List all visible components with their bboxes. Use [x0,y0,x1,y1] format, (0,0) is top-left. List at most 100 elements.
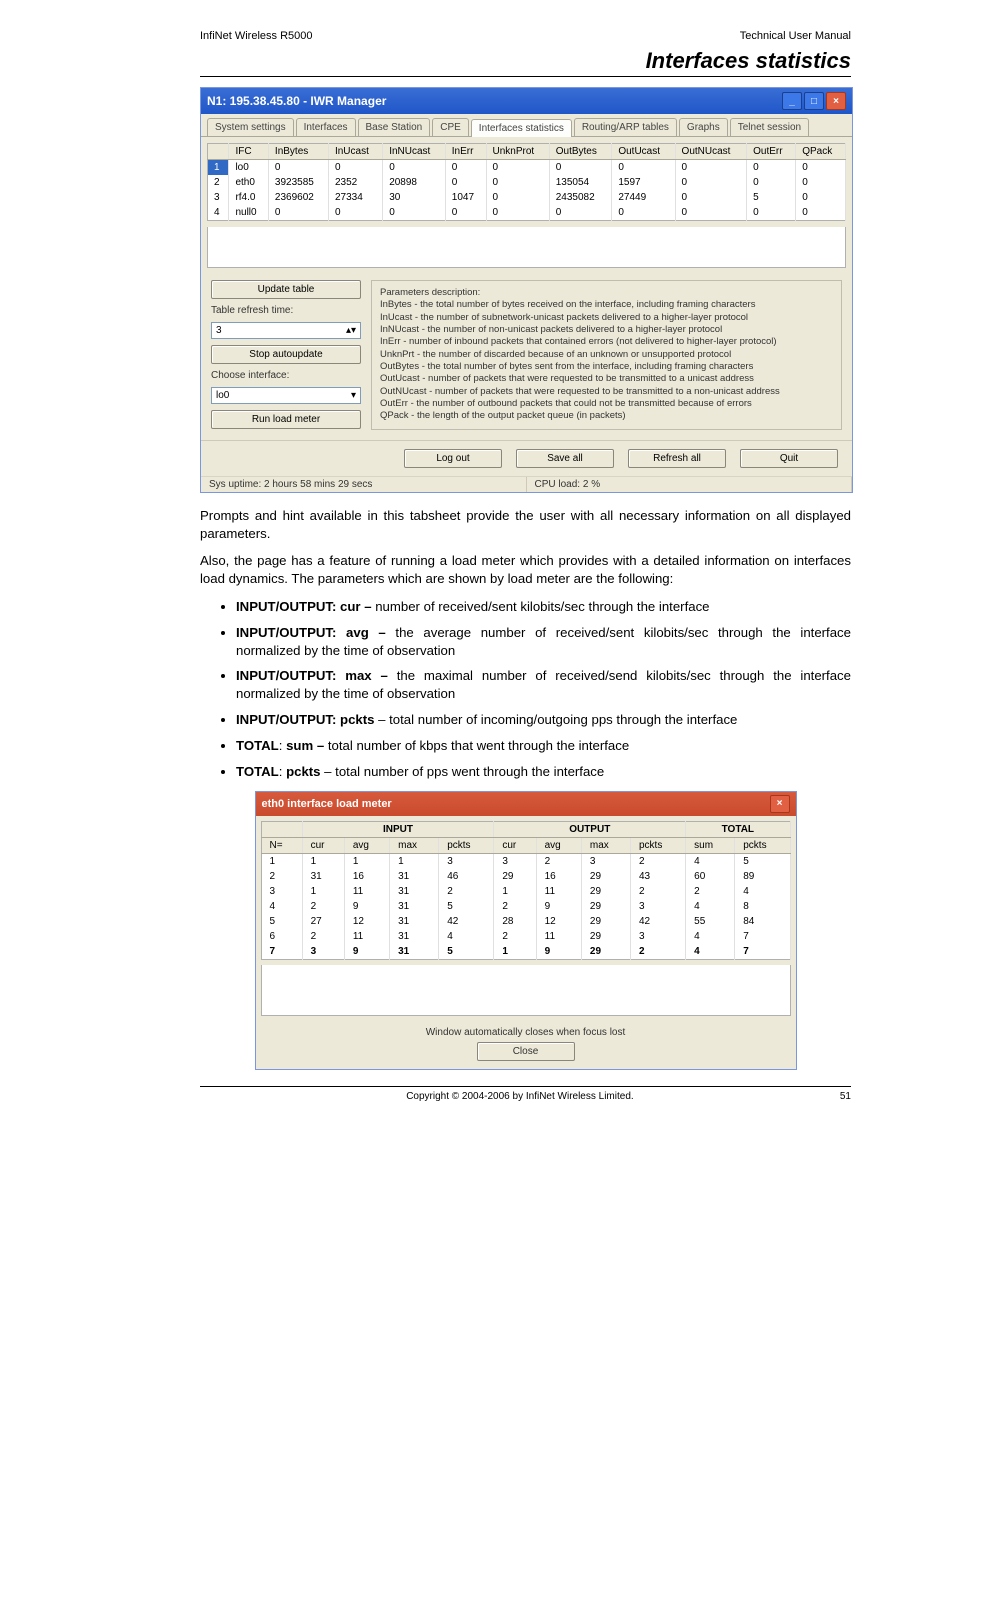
col-header: OutErr [747,144,796,160]
table-cell: 1047 [445,190,486,205]
table-cell: 29 [581,914,630,929]
table-cell: 1 [344,853,389,869]
footer-center: Copyright © 2004-2006 by InfiNet Wireles… [200,1091,840,1102]
col-header: avg [536,837,581,853]
table-cell: 60 [686,869,735,884]
saveall-button[interactable]: Save all [516,449,614,468]
table-cell: 9 [344,944,389,960]
table-cell: 28 [494,914,536,929]
quit-button[interactable]: Quit [740,449,838,468]
table-cell: 4 [686,929,735,944]
table-cell: lo0 [229,160,268,176]
lm-close-icon[interactable]: × [770,795,790,813]
close-icon[interactable]: × [826,92,846,110]
run-load-meter-button[interactable]: Run load meter [211,410,361,429]
col-header: UnknProt [486,144,549,160]
table-cell: 0 [796,160,846,176]
col-header: cur [302,837,344,853]
table-cell: 3 [439,853,494,869]
col-header: max [581,837,630,853]
table-cell: 0 [445,160,486,176]
table-cell: 1 [261,853,302,869]
table-cell: 29 [494,869,536,884]
table-cell: 0 [383,205,446,221]
table-cell: 7 [735,944,790,960]
tab-telnet-session[interactable]: Telnet session [730,118,809,136]
table-cell: 9 [536,944,581,960]
tab-interfaces-statistics[interactable]: Interfaces statistics [471,119,572,137]
table-cell: 2 [686,884,735,899]
para-2: Also, the page has a feature of running … [200,552,851,588]
tab-system-settings[interactable]: System settings [207,118,294,136]
table-cell: 4 [686,944,735,960]
refreshall-button[interactable]: Refresh all [628,449,726,468]
list-item: INPUT/OUTPUT: avg – the average number o… [236,624,851,660]
iface-select[interactable]: lo0▾ [211,387,361,404]
table-cell: 4 [208,205,229,221]
status-cpu: CPU load: 2 % [527,477,853,492]
iwr-manager-window: N1: 195.38.45.80 - IWR Manager _ □ × Sys… [200,87,853,493]
col-header: InBytes [268,144,328,160]
table-cell: 12 [536,914,581,929]
maximize-icon[interactable]: □ [804,92,824,110]
tab-cpe[interactable]: CPE [432,118,469,136]
tab-routing-arp-tables[interactable]: Routing/ARP tables [574,118,677,136]
table-cell: 31 [390,914,439,929]
table-cell: 2435082 [549,190,612,205]
logout-button[interactable]: Log out [404,449,502,468]
table-cell: eth0 [229,175,268,190]
table-cell: 2 [208,175,229,190]
table-cell: 3 [261,884,302,899]
col-header: N= [261,837,302,853]
table-cell: 43 [631,869,686,884]
table-cell: 0 [328,160,382,176]
table-cell: 1 [494,944,536,960]
table-cell: 31 [390,884,439,899]
table-cell: 4 [686,853,735,869]
table-cell: 0 [549,160,612,176]
table-cell: 0 [268,160,328,176]
table-cell: 1 [208,160,229,176]
table-cell: 3 [494,853,536,869]
table-cell: 3 [581,853,630,869]
table-cell: 5 [747,190,796,205]
table-cell: 4 [261,899,302,914]
table-cell: 3 [631,929,686,944]
chevron-down-icon[interactable]: ▾ [351,390,356,401]
lm-close-button[interactable]: Close [477,1042,575,1061]
table-cell: 27334 [328,190,382,205]
params-description: Parameters description: InBytes - the to… [371,280,842,430]
refresh-time-input[interactable]: 3▴▾ [211,322,361,339]
table-cell: 29 [581,929,630,944]
table-cell: 11 [536,884,581,899]
table-cell: 11 [536,929,581,944]
table-cell: 0 [445,175,486,190]
tab-base-station[interactable]: Base Station [358,118,431,136]
table-cell: 0 [268,205,328,221]
table-cell: 1 [302,853,344,869]
table-cell: 31 [390,869,439,884]
table-cell: 29 [581,899,630,914]
table-cell: 5 [439,944,494,960]
table-cell: 29 [581,944,630,960]
minimize-icon[interactable]: _ [782,92,802,110]
table-cell: 0 [486,175,549,190]
table-cell: 6 [261,929,302,944]
table-cell: 9 [536,899,581,914]
spinner-icon[interactable]: ▴▾ [346,325,356,336]
table-cell: 84 [735,914,790,929]
table-cell: 2 [439,884,494,899]
stop-autoupdate-button[interactable]: Stop autoupdate [211,345,361,364]
table-cell: 11 [344,929,389,944]
table-cell: 8 [735,899,790,914]
table-cell: 0 [796,190,846,205]
table-cell: 2 [302,899,344,914]
table-cell: 31 [390,929,439,944]
col-header: max [390,837,439,853]
update-table-button[interactable]: Update table [211,280,361,299]
tab-interfaces[interactable]: Interfaces [296,118,356,136]
list-item: INPUT/OUTPUT: pckts – total number of in… [236,711,851,729]
table-cell: 42 [439,914,494,929]
tab-graphs[interactable]: Graphs [679,118,728,136]
col-header: pckts [631,837,686,853]
